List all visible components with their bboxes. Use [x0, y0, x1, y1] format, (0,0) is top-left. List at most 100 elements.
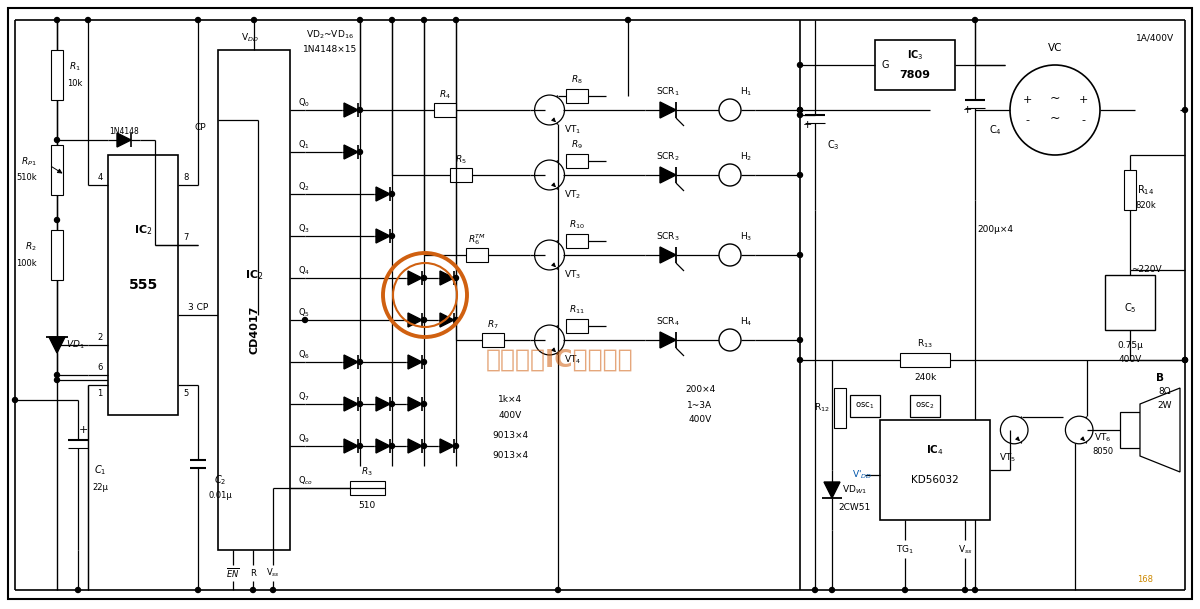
Text: R$_{12}$: R$_{12}$ [814, 402, 830, 414]
Polygon shape [660, 332, 676, 348]
Text: 510: 510 [359, 501, 376, 510]
Circle shape [196, 18, 200, 23]
Polygon shape [660, 167, 676, 183]
Polygon shape [408, 397, 422, 411]
Text: osc$_2$: osc$_2$ [916, 401, 935, 411]
Text: 1A/400V: 1A/400V [1136, 33, 1174, 43]
Polygon shape [344, 397, 358, 411]
Text: 5: 5 [184, 389, 188, 398]
Circle shape [390, 443, 395, 448]
Text: VC: VC [1048, 43, 1062, 53]
Circle shape [534, 240, 564, 270]
Circle shape [1182, 357, 1188, 362]
Text: 4: 4 [97, 172, 103, 181]
Circle shape [85, 18, 90, 23]
Text: ~: ~ [1050, 91, 1061, 105]
Circle shape [1182, 357, 1188, 362]
Text: Q$_2$: Q$_2$ [298, 181, 310, 193]
Polygon shape [440, 439, 454, 453]
Bar [880, 420, 990, 520]
Text: $C_2$: $C_2$ [214, 473, 226, 487]
Circle shape [302, 317, 307, 323]
Circle shape [798, 172, 803, 177]
Text: VD$_2$~VD$_{16}$: VD$_2$~VD$_{16}$ [306, 29, 354, 41]
Text: 2CW51: 2CW51 [838, 504, 870, 513]
Text: SCR$_1$: SCR$_1$ [656, 86, 680, 98]
Text: 200µ×4: 200µ×4 [977, 225, 1013, 234]
Text: 555: 555 [128, 278, 157, 292]
Text: 22µ: 22µ [92, 484, 108, 493]
Circle shape [54, 373, 60, 378]
Text: C$_4$: C$_4$ [989, 123, 1002, 137]
Bar [1120, 412, 1140, 448]
Text: 9013×4: 9013×4 [492, 431, 528, 440]
Text: 8050: 8050 [1092, 448, 1114, 457]
Text: V$_{ss}$: V$_{ss}$ [266, 567, 280, 579]
Text: +: + [803, 120, 811, 130]
Polygon shape [376, 187, 390, 201]
Text: 510k: 510k [17, 174, 37, 183]
Text: 8Ω: 8Ω [1159, 387, 1171, 396]
Bar [566, 154, 588, 168]
Text: osc$_1$: osc$_1$ [856, 401, 875, 411]
Circle shape [54, 378, 60, 382]
Text: $R_{P1}$: $R_{P1}$ [22, 156, 37, 168]
Circle shape [421, 359, 426, 365]
Polygon shape [408, 271, 422, 285]
Text: TG$_1$: TG$_1$ [896, 544, 914, 556]
Text: Q$_7$: Q$_7$ [298, 391, 310, 403]
Text: $R_{11}$: $R_{11}$ [569, 304, 584, 316]
Text: 400V: 400V [498, 410, 522, 420]
Text: 1k×4: 1k×4 [498, 395, 522, 404]
Text: 100k: 100k [17, 258, 37, 267]
Text: 10k: 10k [67, 79, 83, 88]
Text: C$_5$: C$_5$ [1123, 301, 1136, 315]
Circle shape [54, 138, 60, 143]
Text: R$_{13}$: R$_{13}$ [917, 338, 932, 350]
Circle shape [12, 398, 18, 403]
Circle shape [358, 108, 362, 113]
Text: Q$_5$: Q$_5$ [298, 307, 310, 319]
Text: -: - [1025, 115, 1030, 125]
Bar [434, 103, 456, 117]
Text: 400V: 400V [1118, 356, 1141, 365]
Bar [834, 388, 846, 428]
Circle shape [534, 160, 564, 190]
Text: $R_9$: $R_9$ [571, 139, 583, 151]
Text: $R_5$: $R_5$ [455, 153, 467, 166]
Polygon shape [440, 313, 454, 327]
Circle shape [534, 325, 564, 355]
Circle shape [454, 18, 458, 23]
Polygon shape [376, 229, 390, 243]
Circle shape [421, 275, 426, 281]
Circle shape [358, 149, 362, 155]
Bar [566, 89, 588, 103]
Bar [50, 230, 64, 280]
Text: $R_8$: $R_8$ [571, 74, 583, 86]
Polygon shape [408, 439, 422, 453]
Text: Q$_3$: Q$_3$ [298, 223, 310, 235]
Circle shape [798, 63, 803, 68]
Text: $VD_1$: $VD_1$ [66, 339, 84, 351]
Text: 7809: 7809 [900, 70, 930, 80]
Text: $\overline{EN}$: $\overline{EN}$ [227, 566, 240, 580]
Text: R$_{14}$: R$_{14}$ [1138, 183, 1154, 197]
Polygon shape [376, 397, 390, 411]
Bar [218, 50, 290, 550]
Text: V$_{DD}$: V$_{DD}$ [241, 32, 259, 44]
Text: 2: 2 [97, 333, 103, 342]
Text: CP: CP [194, 124, 206, 133]
Polygon shape [660, 247, 676, 263]
Text: 9013×4: 9013×4 [492, 451, 528, 460]
Text: 200×4: 200×4 [685, 385, 715, 395]
Text: V'$_{DD}$: V'$_{DD}$ [852, 469, 872, 481]
Bar [350, 481, 385, 495]
Polygon shape [49, 337, 65, 353]
Circle shape [270, 588, 276, 593]
Text: -: - [1081, 115, 1085, 125]
Text: H$_3$: H$_3$ [740, 231, 752, 243]
Circle shape [251, 588, 256, 593]
Polygon shape [440, 271, 454, 285]
Circle shape [454, 317, 458, 323]
Bar [50, 145, 64, 195]
